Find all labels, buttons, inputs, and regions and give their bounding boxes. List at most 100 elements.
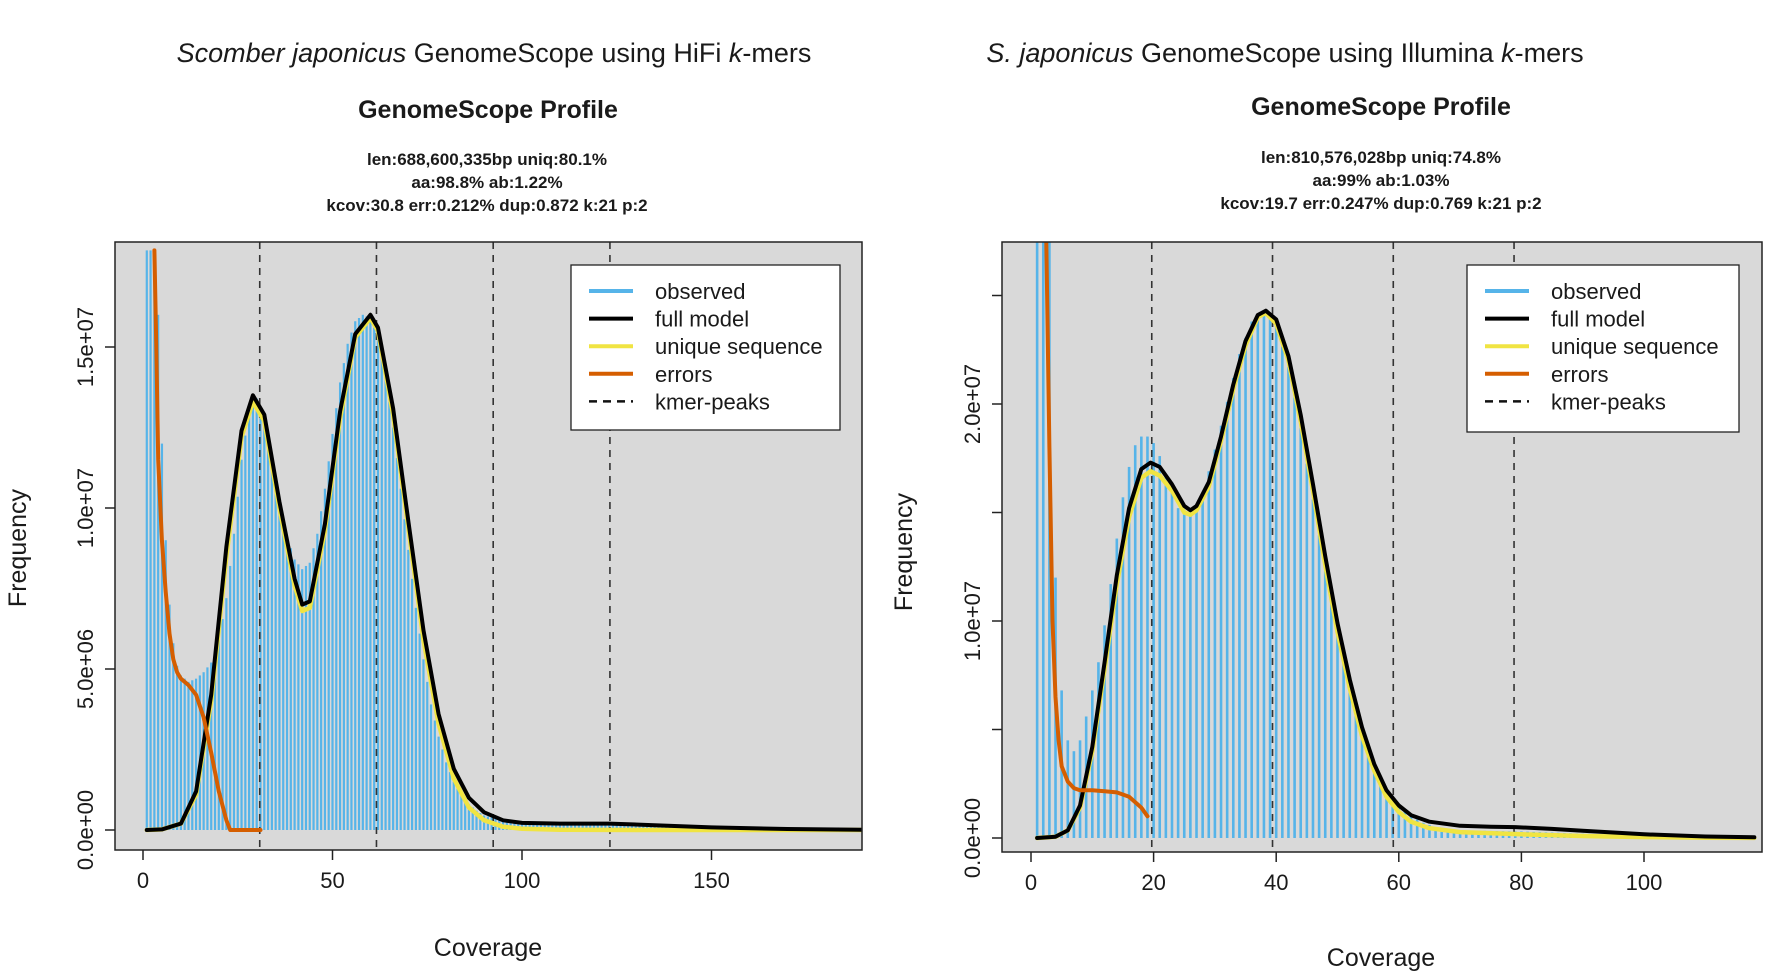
observed-bar — [1225, 401, 1229, 838]
observed-bar — [301, 569, 304, 830]
observed-bar — [213, 651, 217, 830]
observed-bar — [483, 815, 486, 830]
observed-bar — [384, 375, 387, 830]
observed-bar — [1372, 766, 1376, 838]
observed-bar — [456, 788, 459, 830]
observed-bar — [304, 565, 308, 830]
observed-bar — [335, 408, 338, 830]
errors-curve — [152, 248, 263, 832]
x-tick-label: 80 — [1509, 870, 1533, 895]
observed-bar — [418, 633, 421, 830]
observed-bar — [577, 824, 580, 830]
panel1-caption: Scomber japonicus GenomeScope using HiFi… — [177, 38, 812, 68]
observed-bar — [380, 356, 383, 830]
legend-label: kmer-peaks — [1551, 389, 1666, 414]
observed-bar — [289, 548, 292, 830]
x-tick-label: 0 — [1025, 870, 1037, 895]
observed-bar — [229, 565, 232, 830]
observed-bar — [399, 488, 402, 830]
observed-bar — [248, 411, 251, 830]
panel2-xlabel: Coverage — [1327, 944, 1435, 972]
observed-bar — [460, 794, 463, 830]
observed-bar — [1342, 662, 1345, 838]
observed-bar — [1195, 505, 1198, 838]
observed-bar — [357, 318, 361, 830]
full-model-curve — [144, 312, 862, 832]
observed-bar — [1072, 751, 1076, 838]
observed-bar — [1409, 816, 1413, 838]
panel1-title: GenomeScope Profile — [358, 96, 618, 124]
observed-bar — [1066, 740, 1070, 838]
y-tick-label: 0.0e+00 — [73, 790, 98, 870]
observed-bar — [1164, 475, 1168, 838]
observed-bar — [464, 799, 467, 830]
y-tick-label: 1.0e+07 — [73, 468, 98, 548]
y-tick-label: 5.0e+06 — [73, 629, 98, 709]
observed-bar — [145, 250, 148, 830]
observed-bar — [452, 781, 455, 830]
observed-bar — [1207, 471, 1211, 838]
observed-bar — [1422, 822, 1425, 838]
observed-bar — [524, 822, 527, 830]
observed-bar — [388, 401, 391, 830]
observed-bar — [266, 438, 270, 830]
observed-bar — [1133, 445, 1137, 838]
observed-bar — [1213, 449, 1217, 838]
observed-bar — [410, 578, 414, 830]
legend-label: unique sequence — [655, 334, 823, 359]
observed-bar — [1428, 824, 1431, 838]
full-model-curve — [1035, 308, 1757, 840]
observed-bar — [373, 327, 376, 830]
observed-bar — [160, 443, 164, 830]
observed-bar — [1231, 377, 1235, 838]
panel2-title: GenomeScope Profile — [1251, 93, 1511, 121]
observed-bar — [517, 821, 520, 830]
observed-bar — [232, 533, 236, 830]
legend-label: full model — [1551, 307, 1645, 332]
legend-label: observed — [655, 279, 746, 304]
y-tick-label: 2.0e+07 — [960, 364, 985, 444]
observed-bar — [376, 337, 380, 830]
y-tick-label: 0.0e+00 — [960, 798, 985, 878]
observed-bar — [1176, 508, 1180, 838]
observed-bar — [611, 825, 615, 830]
observed-bar — [1452, 829, 1456, 838]
observed-bar — [198, 675, 201, 830]
observed-bar — [513, 821, 516, 830]
panel2-caption-rest2: -mers — [1515, 38, 1584, 68]
panel2-stats-line2: aa:99% ab:1.03% — [1312, 171, 1449, 190]
observed-bar — [1281, 346, 1284, 838]
legend-label: observed — [1551, 279, 1642, 304]
observed-bar — [217, 640, 220, 830]
observed-bar — [1299, 427, 1303, 838]
observed-bar — [1330, 602, 1333, 838]
observed-bar — [422, 659, 425, 830]
observed-bar — [520, 821, 524, 830]
observed-bar — [320, 511, 323, 830]
observed-bar — [543, 822, 546, 830]
observed-bar — [437, 736, 440, 830]
observed-bar — [187, 681, 190, 830]
observed-bar — [429, 704, 433, 830]
observed-bar — [433, 720, 436, 830]
panel1-stats-line2: aa:98.8% ab:1.22% — [411, 173, 562, 192]
observed-bar — [1348, 690, 1352, 838]
observed-bar — [361, 314, 364, 830]
observed-bar — [562, 823, 565, 830]
observed-bar — [414, 607, 417, 830]
observed-bar — [149, 250, 152, 830]
observed-bar — [157, 314, 160, 830]
legend-label: errors — [1551, 362, 1608, 387]
observed-bar — [532, 822, 535, 830]
errors-curve — [1044, 242, 1150, 819]
observed-bar — [183, 678, 186, 830]
observed-bar — [1189, 514, 1192, 838]
observed-bar — [346, 343, 349, 830]
observed-bar — [536, 822, 539, 830]
observed-bar — [1403, 810, 1407, 838]
observed-bar — [558, 823, 561, 830]
observed-bar — [285, 536, 289, 830]
observed-bar — [1097, 662, 1100, 838]
observed-bar — [479, 813, 482, 830]
